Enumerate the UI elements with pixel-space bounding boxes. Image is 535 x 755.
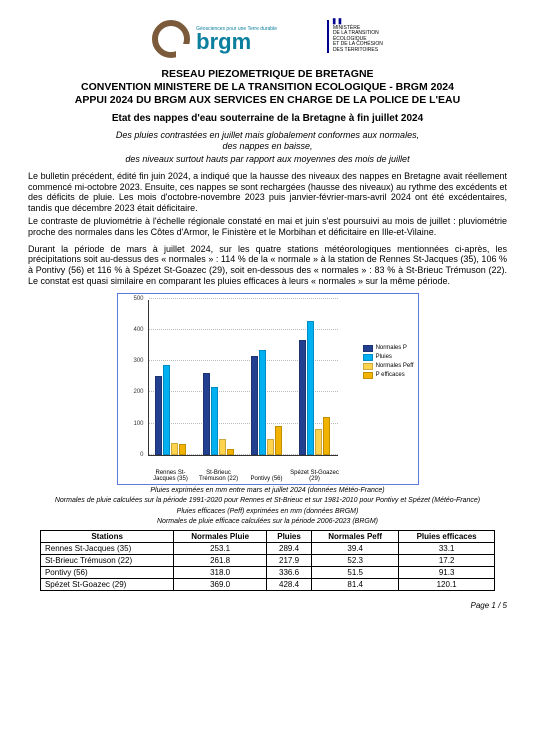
brgm-name: brgm (196, 32, 277, 52)
bar (323, 417, 330, 454)
legend-item: P efficaces (363, 371, 414, 380)
bar (275, 426, 282, 454)
subtitle: Etat des nappes d'eau souterraine de la … (28, 113, 507, 124)
bar (211, 387, 218, 455)
main-title: RESEAU PIEZOMETRIQUE DE BRETAGNECONVENTI… (28, 68, 507, 107)
table-row: St-Brieuc Trémuson (22)261.8217.952.317.… (40, 555, 494, 567)
chart-legend: Normales PPluiesNormales PeffP efficaces (363, 344, 414, 380)
bar (307, 321, 314, 455)
paragraph-1: Le bulletin précédent, édité fin juin 20… (28, 171, 507, 214)
bar (179, 444, 186, 454)
bar (251, 356, 258, 455)
caption-3: Pluies efficaces (Peff) exprimées en mm … (28, 508, 507, 516)
table-row: Spézet St-Goazec (29)369.0428.481.4120.1 (40, 579, 494, 591)
legend-item: Normales P (363, 344, 414, 353)
bar (259, 350, 266, 455)
paragraph-2: Le contraste de pluviométrie à l'échelle… (28, 216, 507, 238)
table-header: Normales Peff (312, 531, 399, 543)
logo-bar: Géosciences pour une Terre durable brgm … (28, 20, 507, 58)
bar (203, 373, 210, 455)
legend-item: Pluies (363, 353, 414, 362)
bar (171, 443, 178, 455)
table-header: Pluies (266, 531, 311, 543)
legend-item: Normales Peff (363, 362, 414, 371)
paragraph-3: Durant la période de mars à juillet 2024… (28, 244, 507, 287)
italic-lead-1: Des pluies contrastées en juillet mais g… (28, 130, 507, 152)
caption-1: Pluies exprimées en mm entre mars et jui… (28, 487, 507, 495)
data-table: StationsNormales PluiePluiesNormales Pef… (40, 530, 495, 591)
table-row: Rennes St-Jacques (35)253.1289.439.433.1 (40, 543, 494, 555)
caption-4: Normales de pluie efficace calculées sur… (28, 518, 507, 526)
table-row: Pontivy (56)318.0336.651.591.3 (40, 567, 494, 579)
brgm-logo: Géosciences pour une Terre durable brgm (152, 20, 277, 58)
caption-2: Normales de pluie calculées sur la pério… (28, 497, 507, 505)
table-header: Stations (40, 531, 173, 543)
ministry-logo: ▋▋ MINISTÈRE DE LA TRANSITION ÉCOLOGIQUE… (327, 20, 383, 53)
bar (155, 376, 162, 455)
bar (163, 365, 170, 455)
italic-lead-2: des niveaux surtout hauts par rapport au… (28, 154, 507, 165)
rainfall-bar-chart: Normales PPluiesNormales PeffP efficaces… (117, 293, 419, 485)
bar (267, 439, 274, 455)
table-header: Pluies efficaces (399, 531, 495, 543)
bar (227, 449, 234, 454)
bar (299, 340, 306, 455)
chart-container: Normales PPluiesNormales PeffP efficaces… (28, 293, 507, 485)
table-header: Normales Pluie (174, 531, 267, 543)
bar (219, 439, 226, 455)
bar (315, 429, 322, 454)
brgm-icon (152, 20, 190, 58)
page-footer: Page 1 / 5 (28, 601, 507, 610)
